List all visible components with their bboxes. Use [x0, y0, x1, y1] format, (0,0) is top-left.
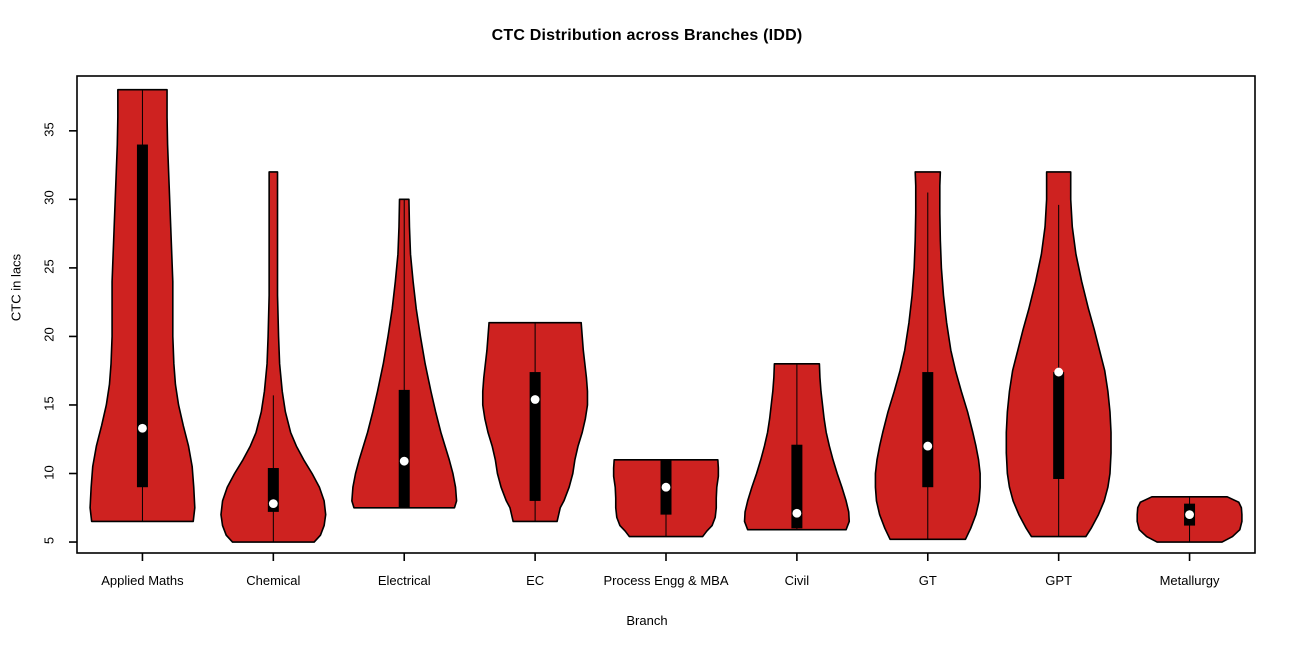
- violin-electrical: [351, 198, 458, 509]
- x-tick-label-metallurgy: Metallurgy: [1159, 573, 1220, 588]
- iqr-box: [529, 372, 541, 501]
- x-tick-label-civil: Civil: [784, 573, 810, 588]
- violin-ec: [481, 321, 589, 523]
- violin-gt: [874, 171, 981, 541]
- iqr-box: [136, 144, 148, 488]
- violin-body: [220, 171, 327, 543]
- iqr-box: [791, 444, 803, 529]
- y-tick-label: 35: [41, 122, 57, 137]
- violin-civil: [743, 363, 851, 531]
- iqr-box: [1053, 372, 1065, 479]
- x-tick-label-process-engg-mba: Process Engg & MBA: [603, 573, 729, 588]
- y-tick-label: 20: [41, 327, 57, 343]
- violin-chemical: [220, 171, 327, 543]
- violin-applied-maths: [89, 88, 196, 523]
- x-axis-title: Branch: [626, 613, 668, 628]
- iqr-box: [922, 372, 934, 488]
- median-marker: [530, 395, 540, 404]
- y-tick-label: 25: [41, 259, 57, 274]
- x-tick-label-ec: EC: [526, 573, 545, 588]
- iqr-box: [267, 468, 279, 512]
- x-tick-label-gpt: GPT: [1045, 573, 1073, 588]
- x-tick-label-applied-maths: Applied Maths: [101, 573, 184, 588]
- violin-metallurgy: [1136, 495, 1243, 543]
- violin-gpt: [1005, 171, 1112, 538]
- chart-title: CTC Distribution across Branches (IDD): [491, 27, 803, 44]
- x-tick-label-electrical: Electrical: [377, 573, 431, 588]
- x-tick-label-chemical: Chemical: [246, 573, 301, 588]
- x-tick-label-gt: GT: [918, 573, 937, 588]
- y-tick-label: 30: [41, 190, 57, 206]
- median-marker: [661, 482, 671, 492]
- median-marker: [792, 508, 802, 518]
- y-tick-label: 5: [41, 536, 57, 545]
- median-marker: [399, 456, 409, 466]
- y-tick-label: 15: [41, 396, 57, 411]
- median-marker: [1054, 367, 1064, 377]
- y-tick-label: 10: [41, 464, 57, 480]
- median-marker: [268, 499, 278, 509]
- median-marker: [923, 441, 933, 451]
- violin-process-engg-mba: [612, 458, 720, 538]
- iqr-box: [398, 389, 410, 508]
- median-marker: [138, 423, 147, 433]
- median-marker: [1185, 510, 1194, 520]
